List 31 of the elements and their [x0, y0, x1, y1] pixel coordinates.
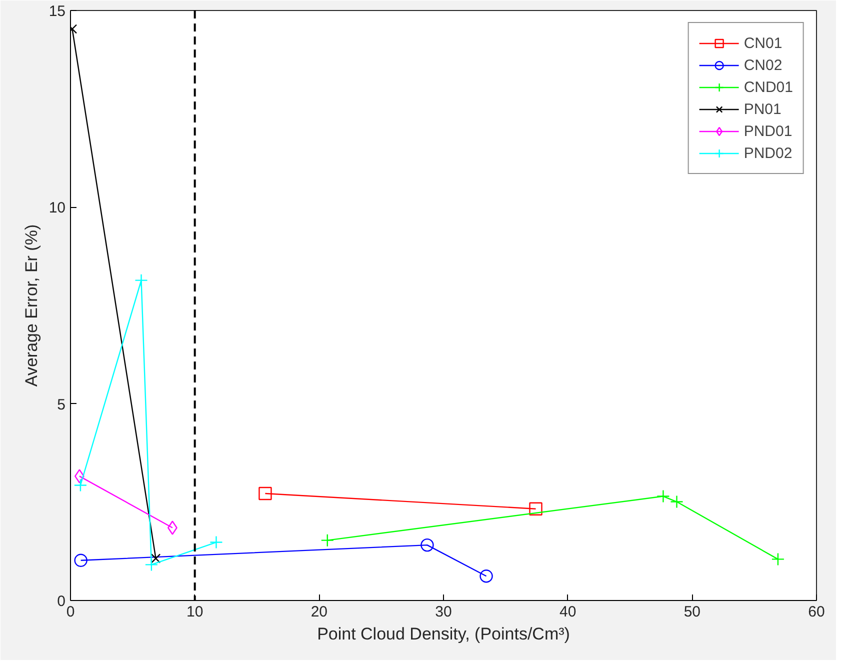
- legend-label: PN01: [744, 100, 782, 118]
- legend-label: CN01: [744, 34, 782, 52]
- point: [134, 274, 148, 287]
- legend-label: PND02: [744, 144, 792, 162]
- point: [480, 570, 493, 583]
- legend-label: CN02: [744, 56, 782, 74]
- point: [210, 536, 223, 549]
- x-tick-label: 50: [684, 604, 701, 620]
- point: [529, 502, 542, 516]
- y-tick-label: 15: [48, 3, 66, 20]
- point: [656, 490, 670, 503]
- y-tick-label: 10: [48, 200, 66, 217]
- point: [74, 478, 88, 492]
- x-axis-title: Point Cloud Density, (Points/Cm³): [317, 624, 570, 644]
- x-tick-label: 30: [435, 604, 452, 620]
- point: [258, 486, 272, 500]
- point: [420, 538, 434, 552]
- point: [320, 534, 334, 547]
- x-tick-label: 20: [310, 604, 328, 620]
- x-tick-label: 10: [186, 604, 204, 620]
- y-tick-label: 5: [57, 396, 66, 414]
- y-tick-label: 0: [57, 593, 66, 610]
- x-tick-label: 60: [808, 604, 825, 620]
- point: [771, 552, 785, 566]
- x-tick-label: 40: [559, 604, 576, 620]
- legend-label: CND01: [744, 78, 793, 96]
- point: [74, 554, 88, 567]
- y-axis-title: Average Error, Er (%): [22, 224, 41, 387]
- point: [670, 495, 684, 508]
- point: [144, 558, 158, 572]
- legend-label: PND01: [744, 122, 792, 140]
